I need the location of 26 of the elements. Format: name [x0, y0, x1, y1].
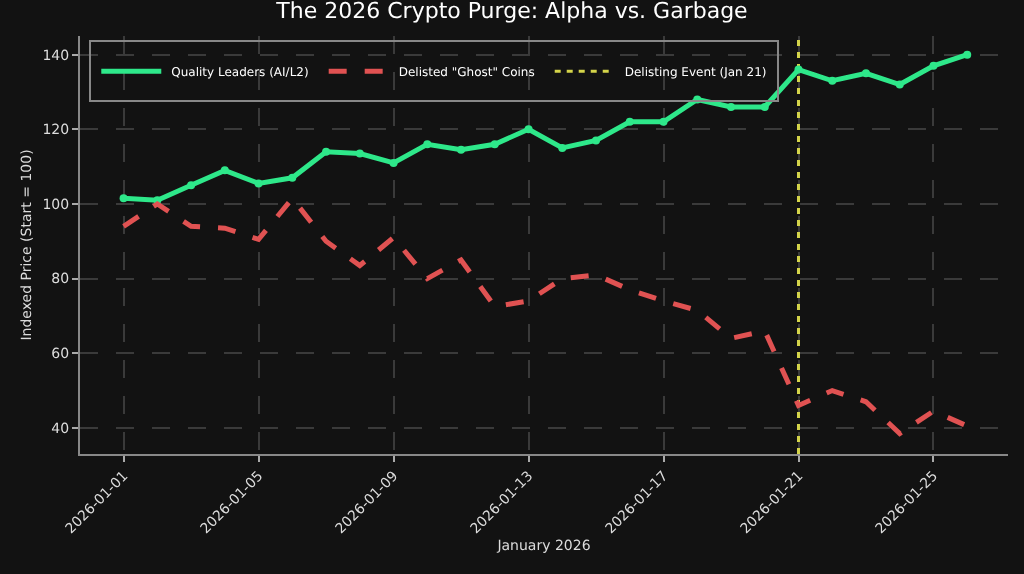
point [895, 80, 904, 89]
point [187, 181, 196, 190]
point [727, 102, 735, 111]
point [254, 179, 263, 188]
point [592, 136, 601, 145]
point [659, 117, 668, 126]
point [625, 117, 634, 126]
point [457, 145, 466, 154]
point [524, 125, 533, 134]
chart-title: The 2026 Crypto Purge: Alpha vs. Garbage [274, 0, 749, 25]
line-series [121, 195, 970, 436]
point [119, 194, 128, 203]
point [828, 76, 837, 85]
point [794, 65, 803, 74]
point [558, 143, 567, 152]
point [423, 140, 432, 149]
point [963, 50, 972, 59]
point [288, 173, 297, 182]
point [929, 61, 938, 70]
point [355, 149, 364, 158]
point [220, 166, 229, 175]
point [861, 69, 870, 78]
point [490, 140, 499, 149]
point [389, 158, 398, 167]
point [322, 147, 331, 156]
point [760, 102, 769, 111]
